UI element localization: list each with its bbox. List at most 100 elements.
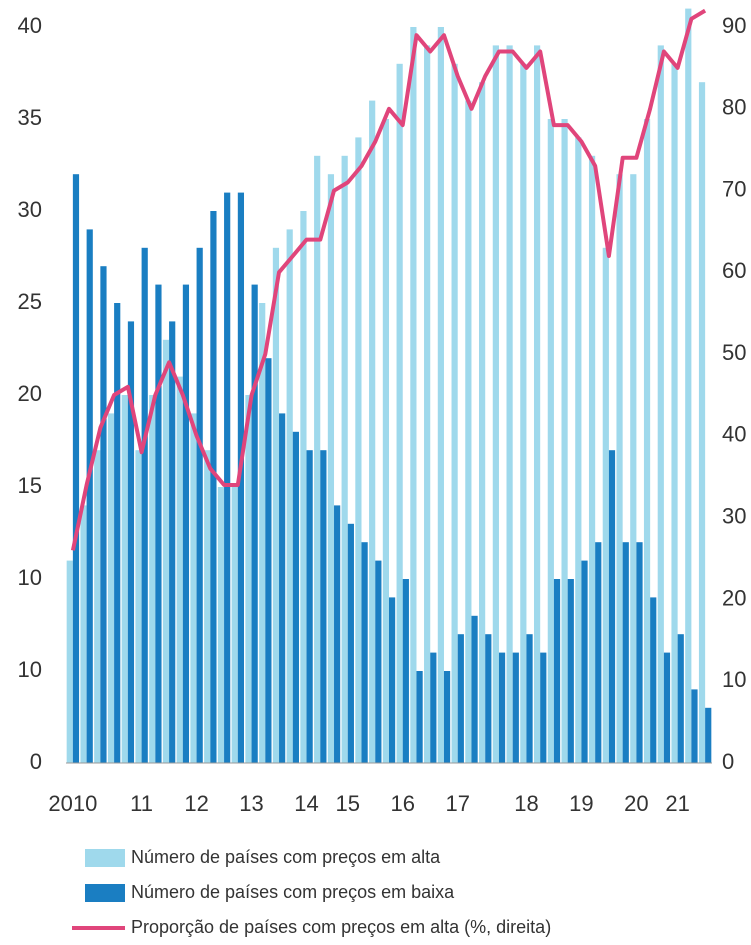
bar xyxy=(663,652,671,763)
y2-tick-label: 70 xyxy=(722,176,746,201)
bar xyxy=(176,376,183,763)
x-tick-label: 20 xyxy=(624,791,648,816)
bar xyxy=(100,266,107,763)
bar xyxy=(382,119,389,763)
bar xyxy=(498,652,506,763)
bar xyxy=(141,247,148,764)
bar xyxy=(705,707,712,763)
bar xyxy=(286,229,293,763)
bar xyxy=(389,597,396,763)
bar xyxy=(334,505,341,763)
bar xyxy=(155,284,162,763)
y2-tick-label: 0 xyxy=(722,749,734,774)
y2-tick-label: 40 xyxy=(722,422,746,447)
bar xyxy=(520,63,527,764)
bar xyxy=(416,671,423,763)
bar xyxy=(86,229,93,763)
y2-tick-label: 80 xyxy=(722,95,746,120)
bar xyxy=(677,634,684,763)
legend-swatch xyxy=(72,926,125,930)
bar xyxy=(540,652,547,763)
bar xyxy=(588,155,596,764)
bar xyxy=(533,45,541,763)
bar xyxy=(443,671,451,763)
y-tick-label: 15 xyxy=(18,473,42,498)
y-tick-label: 10 xyxy=(18,657,42,682)
bar xyxy=(575,137,582,763)
bar xyxy=(506,45,513,763)
x-tick-label: 2010 xyxy=(48,791,97,816)
bar xyxy=(224,192,231,764)
bar xyxy=(567,579,574,763)
bar xyxy=(121,395,128,763)
bar xyxy=(485,634,492,763)
bar xyxy=(361,542,368,763)
y-tick-label: 0 xyxy=(30,749,42,774)
bar xyxy=(396,63,403,764)
bar xyxy=(471,615,478,763)
x-tick-label: 18 xyxy=(514,791,538,816)
y2-tick-label: 50 xyxy=(722,340,746,365)
bar xyxy=(602,247,609,764)
y-tick-label: 25 xyxy=(18,289,42,314)
line xyxy=(70,8,707,551)
legend-label: Número de países com preços em baixa xyxy=(131,882,455,902)
x-tick-label: 16 xyxy=(391,791,415,816)
legend-swatch xyxy=(85,849,125,867)
bar xyxy=(327,174,335,763)
bar xyxy=(265,358,272,763)
bar xyxy=(424,45,431,763)
bar xyxy=(114,303,121,763)
bar xyxy=(369,100,376,764)
bar xyxy=(217,487,225,763)
bar xyxy=(526,634,533,763)
bar xyxy=(622,542,629,763)
bar xyxy=(355,137,362,763)
bar xyxy=(231,487,238,763)
bar xyxy=(636,542,643,763)
x-tick-label: 13 xyxy=(239,791,263,816)
bar xyxy=(251,284,258,763)
legend-swatch xyxy=(85,884,125,902)
x-tick-label: 19 xyxy=(569,791,593,816)
bar xyxy=(190,413,197,763)
bar xyxy=(204,450,211,763)
bar xyxy=(169,321,176,763)
bar xyxy=(512,652,519,763)
bar xyxy=(437,27,444,763)
bar xyxy=(320,450,327,763)
bar xyxy=(314,155,321,764)
y-tick-label: 10 xyxy=(18,565,42,590)
bar xyxy=(643,119,651,763)
bar xyxy=(685,8,692,764)
bar xyxy=(72,174,80,763)
bar xyxy=(306,450,313,763)
bar xyxy=(279,413,286,763)
y2-tick-label: 90 xyxy=(722,13,746,38)
bar xyxy=(149,395,156,763)
legend-label: Número de países com preços em alta xyxy=(131,847,441,867)
bar xyxy=(691,689,698,763)
y-tick-label: 20 xyxy=(18,381,42,406)
bar xyxy=(402,579,409,763)
bar xyxy=(162,339,170,763)
y2-tick-label: 60 xyxy=(722,258,746,283)
bar xyxy=(698,82,706,763)
bar xyxy=(430,652,437,763)
y-tick-label: 40 xyxy=(18,13,42,38)
bar xyxy=(581,560,588,763)
bar xyxy=(671,63,678,764)
bar xyxy=(650,597,657,763)
bar xyxy=(66,560,73,763)
bar xyxy=(196,247,203,764)
y2-tick-label: 20 xyxy=(722,585,746,610)
y-tick-label: 35 xyxy=(18,105,42,130)
x-tick-label: 14 xyxy=(294,791,318,816)
bar xyxy=(347,523,354,763)
bar xyxy=(127,321,135,763)
y2-tick-label: 30 xyxy=(722,503,746,528)
bar xyxy=(595,542,602,763)
bar xyxy=(259,303,266,763)
bar xyxy=(375,560,382,763)
